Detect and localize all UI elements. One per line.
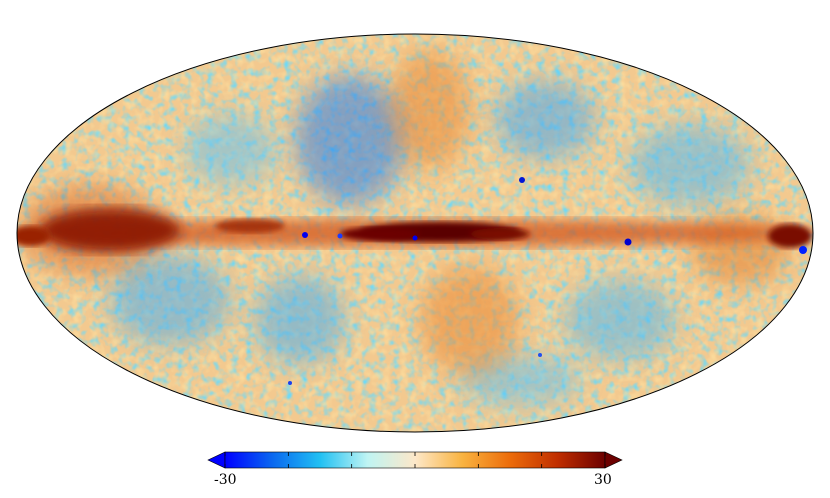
galactic-plane: [17, 208, 813, 252]
map-outline: [16, 33, 814, 433]
warm-regions: [20, 50, 790, 375]
colorbar: [207, 451, 623, 469]
colorbar-max-label: 30: [594, 472, 612, 488]
colorbar-min-label: -30: [214, 472, 237, 488]
colorbar-min-extend-arrow: [207, 451, 226, 469]
cold-regions: [110, 75, 750, 405]
point-sources: [288, 177, 807, 385]
colorbar-max-extend-arrow: [604, 451, 623, 469]
colorbar-ticks: [224, 452, 606, 468]
